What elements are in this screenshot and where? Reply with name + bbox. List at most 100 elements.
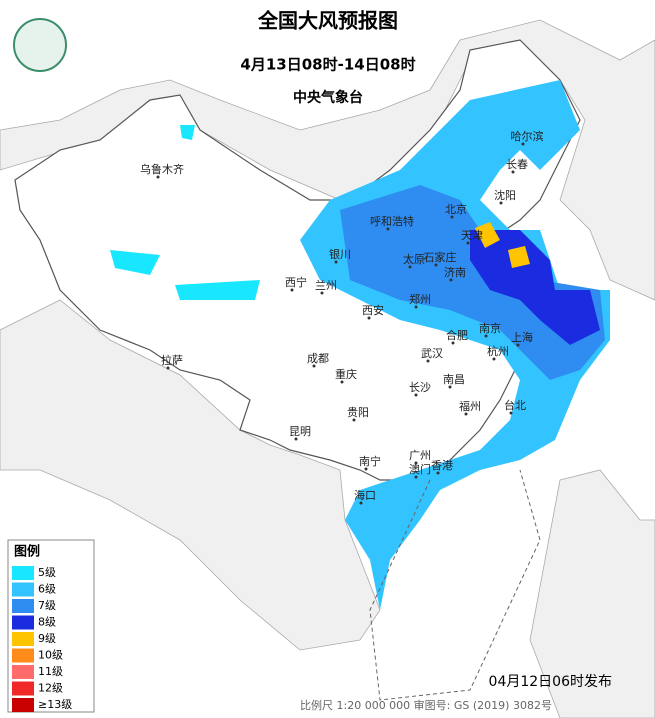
city-dot	[436, 471, 440, 475]
city-label: 重庆	[335, 367, 357, 381]
city-dot	[509, 411, 513, 415]
city-dot	[484, 334, 488, 338]
wind-areas	[110, 80, 610, 610]
city-dot	[320, 291, 324, 295]
legend-swatch	[12, 582, 34, 597]
city-dot	[352, 418, 356, 422]
city-dot	[156, 175, 160, 179]
city-label: 长春	[506, 158, 528, 171]
city-dot	[290, 288, 294, 292]
city-label: 西安	[362, 303, 384, 317]
city-label: 沈阳	[494, 188, 516, 202]
city-dot	[414, 393, 418, 397]
city-label: 郑州	[409, 292, 431, 306]
city-dot	[294, 437, 298, 441]
wind-area-9	[475, 222, 500, 248]
city-label: 贵阳	[347, 406, 369, 419]
city-label: 拉萨	[161, 353, 183, 367]
city-label: 济南	[444, 265, 466, 279]
legend-swatch	[12, 665, 34, 679]
city-label: 杭州	[487, 344, 509, 358]
city-label: 南宁	[359, 454, 381, 468]
neighbor-land	[0, 19, 655, 718]
city-label: 银川	[329, 247, 351, 261]
title: 全国大风预报图	[257, 9, 398, 33]
nine-dash-box	[369, 469, 541, 701]
city-dot	[516, 343, 520, 347]
city-dot	[414, 475, 418, 479]
legend: 5级 6级 7级 8级 9级 10级 11级 12级 ≥13级	[12, 566, 72, 712]
city-dot	[359, 501, 363, 505]
city-dot	[166, 366, 170, 370]
city-label: 武汉	[421, 347, 443, 360]
city-label: 南京	[479, 321, 501, 335]
legend-label: 12级	[38, 682, 63, 695]
city-dot	[340, 380, 344, 384]
city-dot	[414, 461, 418, 465]
city-label: 呼和浩特	[370, 214, 414, 228]
city-dot	[426, 359, 430, 363]
city-label: 西宁	[285, 275, 307, 289]
wind-area-5	[180, 125, 195, 140]
city-dot	[449, 278, 453, 282]
city-label: 哈尔滨	[511, 129, 544, 143]
wind-area-5	[110, 250, 160, 275]
city-label: 长沙	[409, 381, 431, 394]
issued: 04月12日06时发布	[489, 674, 612, 690]
city-label: 天津	[461, 229, 483, 242]
city-label: 香港	[431, 459, 453, 472]
scale: 比例尺 1:20 000 000 审图号: GS (2019) 3082号	[300, 698, 552, 712]
city-dot	[414, 305, 418, 309]
city-dot	[408, 265, 412, 269]
legend-swatch	[12, 599, 34, 613]
logo	[13, 18, 67, 72]
city-label: 成都	[307, 352, 329, 365]
legend-label: 11级	[38, 665, 63, 678]
city-label: 福州	[459, 399, 481, 413]
city-dot	[466, 241, 470, 245]
city-dot	[364, 467, 368, 471]
city-dot	[386, 227, 390, 231]
city-dot	[499, 201, 503, 205]
city-dot	[521, 142, 525, 146]
city-dot	[434, 263, 438, 267]
city-label: 太原	[403, 253, 425, 266]
legend-label: 10级	[38, 649, 63, 662]
city-label: 上海	[511, 330, 533, 344]
legend-label: 8级	[38, 616, 56, 629]
city-dot	[451, 341, 455, 345]
agency: 中央气象台	[293, 89, 363, 106]
period: 4月13日08时-14日08时	[240, 56, 415, 74]
city-dot	[511, 170, 515, 174]
city-label: 兰州	[315, 279, 337, 292]
city-dot	[448, 385, 452, 389]
city-dot	[334, 260, 338, 264]
city-dot	[312, 364, 316, 368]
city-label: 昆明	[289, 425, 311, 438]
legend-swatch	[12, 648, 34, 663]
wind-area-7	[340, 185, 605, 380]
city-dot	[492, 357, 496, 361]
legend-label: ≥13级	[38, 698, 72, 711]
city-label: 台北	[504, 398, 526, 412]
wind-area-5	[175, 280, 260, 300]
legend-swatch	[12, 681, 34, 696]
city-dot	[367, 316, 371, 320]
city-label: 澳门	[409, 462, 431, 476]
legend-label: 9级	[38, 632, 56, 645]
legend-label: 6级	[38, 583, 56, 596]
legend-swatch	[12, 632, 34, 646]
legend-swatch	[12, 566, 34, 580]
city-label: 广州	[409, 449, 431, 462]
city-dot	[464, 412, 468, 416]
city-label: 海口	[354, 488, 376, 502]
city-label: 南昌	[443, 373, 465, 386]
legend-label: 7级	[38, 599, 56, 612]
legend-swatch	[12, 615, 34, 630]
city-label: 石家庄	[424, 250, 457, 264]
city-label: 北京	[445, 202, 467, 216]
city-dot	[450, 215, 454, 219]
wind-area-9	[508, 246, 530, 268]
